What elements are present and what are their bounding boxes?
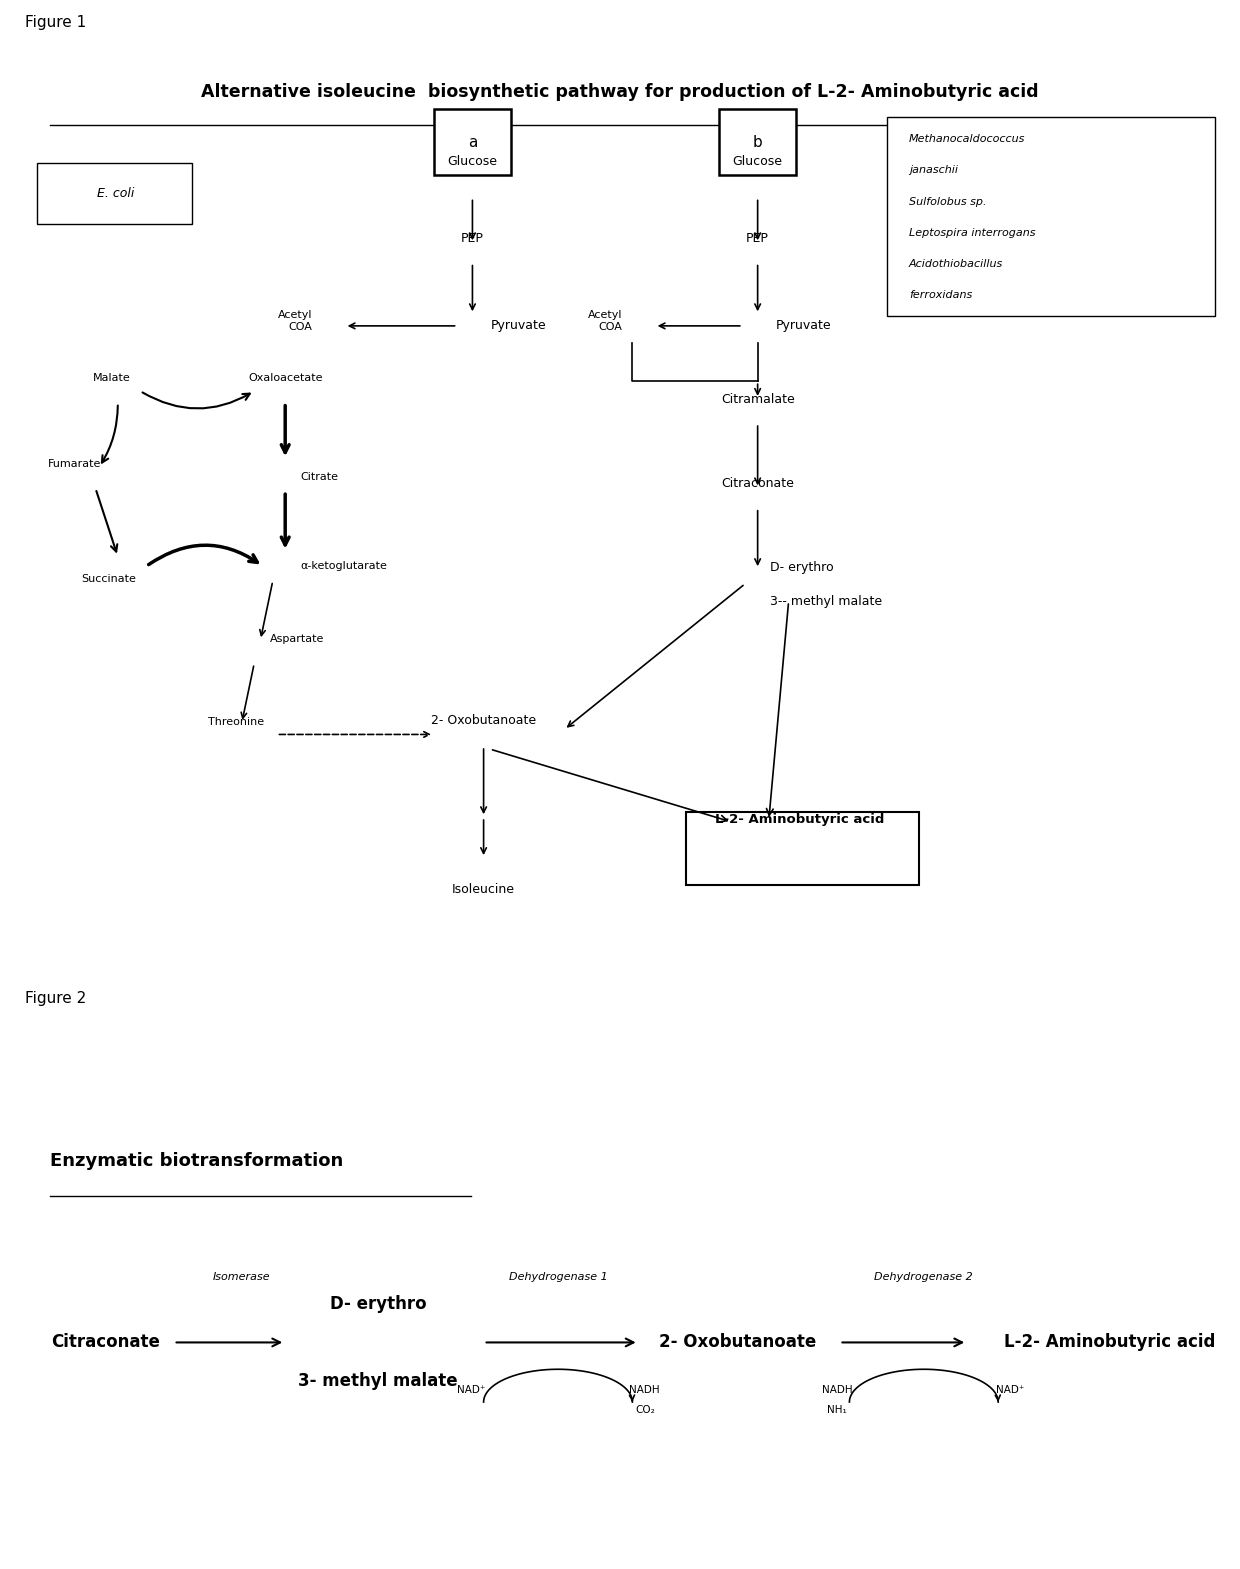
Text: Acetyl
COA: Acetyl COA: [278, 311, 312, 331]
FancyBboxPatch shape: [686, 813, 919, 885]
Text: Alternative isoleucine  biosynthetic pathway for production of L-2- Aminobutyric: Alternative isoleucine biosynthetic path…: [201, 83, 1039, 100]
Text: Enzymatic biotransformation: Enzymatic biotransformation: [50, 1152, 342, 1169]
Text: α-ketoglutarate: α-ketoglutarate: [300, 562, 387, 571]
Text: 3- methyl malate: 3- methyl malate: [299, 1373, 458, 1390]
Text: E. coli: E. coli: [97, 187, 134, 201]
Text: Glucose: Glucose: [733, 155, 782, 168]
Text: D- erythro: D- erythro: [770, 562, 833, 574]
Text: Citraconate: Citraconate: [722, 477, 794, 490]
Text: CO₂: CO₂: [635, 1406, 655, 1415]
Text: Acetyl
COA: Acetyl COA: [588, 311, 622, 331]
Text: a: a: [467, 135, 477, 149]
Text: 3-- methyl malate: 3-- methyl malate: [770, 595, 882, 609]
Text: NAD⁺: NAD⁺: [997, 1385, 1024, 1395]
Text: Sulfolobus sp.: Sulfolobus sp.: [909, 196, 987, 207]
FancyBboxPatch shape: [719, 108, 796, 176]
Text: Threonine: Threonine: [207, 717, 264, 726]
Text: Succinate: Succinate: [82, 574, 136, 584]
Text: NAD⁺: NAD⁺: [458, 1385, 485, 1395]
Text: Pyruvate: Pyruvate: [491, 320, 547, 333]
Text: NH₁: NH₁: [827, 1406, 847, 1415]
Text: Acidothiobacillus: Acidothiobacillus: [909, 259, 1003, 268]
Text: Isomerase: Isomerase: [213, 1272, 270, 1282]
Text: ferroxidans: ferroxidans: [909, 290, 972, 300]
Text: Citraconate: Citraconate: [51, 1334, 160, 1351]
Text: NADH: NADH: [630, 1385, 660, 1395]
Text: janaschii: janaschii: [909, 165, 959, 176]
FancyBboxPatch shape: [887, 116, 1215, 317]
Text: Malate: Malate: [93, 373, 130, 383]
Text: PEP: PEP: [461, 232, 484, 245]
Text: Dehydrogenase 2: Dehydrogenase 2: [874, 1272, 973, 1282]
Text: 2- Oxobutanoate: 2- Oxobutanoate: [432, 714, 536, 726]
Text: Fumarate: Fumarate: [47, 458, 102, 469]
Text: Leptospira interrogans: Leptospira interrogans: [909, 228, 1035, 237]
Text: L-2- Aminobutyric acid: L-2- Aminobutyric acid: [1004, 1334, 1215, 1351]
Text: Aspartate: Aspartate: [270, 634, 325, 643]
FancyBboxPatch shape: [37, 163, 192, 224]
FancyBboxPatch shape: [434, 108, 511, 176]
Text: PEP: PEP: [746, 232, 769, 245]
Text: NADH: NADH: [822, 1385, 852, 1395]
Text: Figure 2: Figure 2: [25, 990, 86, 1006]
Text: 2- Oxobutanoate: 2- Oxobutanoate: [660, 1334, 816, 1351]
Text: Glucose: Glucose: [448, 155, 497, 168]
Text: Citrate: Citrate: [300, 472, 339, 482]
Text: Pyruvate: Pyruvate: [776, 320, 832, 333]
Text: L-2- Aminobutyric acid: L-2- Aminobutyric acid: [715, 813, 884, 825]
Text: Isoleucine: Isoleucine: [453, 883, 515, 896]
Text: Dehydrogenase 1: Dehydrogenase 1: [508, 1272, 608, 1282]
Text: D- erythro: D- erythro: [330, 1294, 427, 1313]
Text: b: b: [753, 135, 763, 149]
Text: Citramalate: Citramalate: [720, 392, 795, 406]
Text: Oxaloacetate: Oxaloacetate: [248, 373, 322, 383]
Text: Methanocaldococcus: Methanocaldococcus: [909, 135, 1025, 144]
Text: Figure 1: Figure 1: [25, 14, 86, 30]
